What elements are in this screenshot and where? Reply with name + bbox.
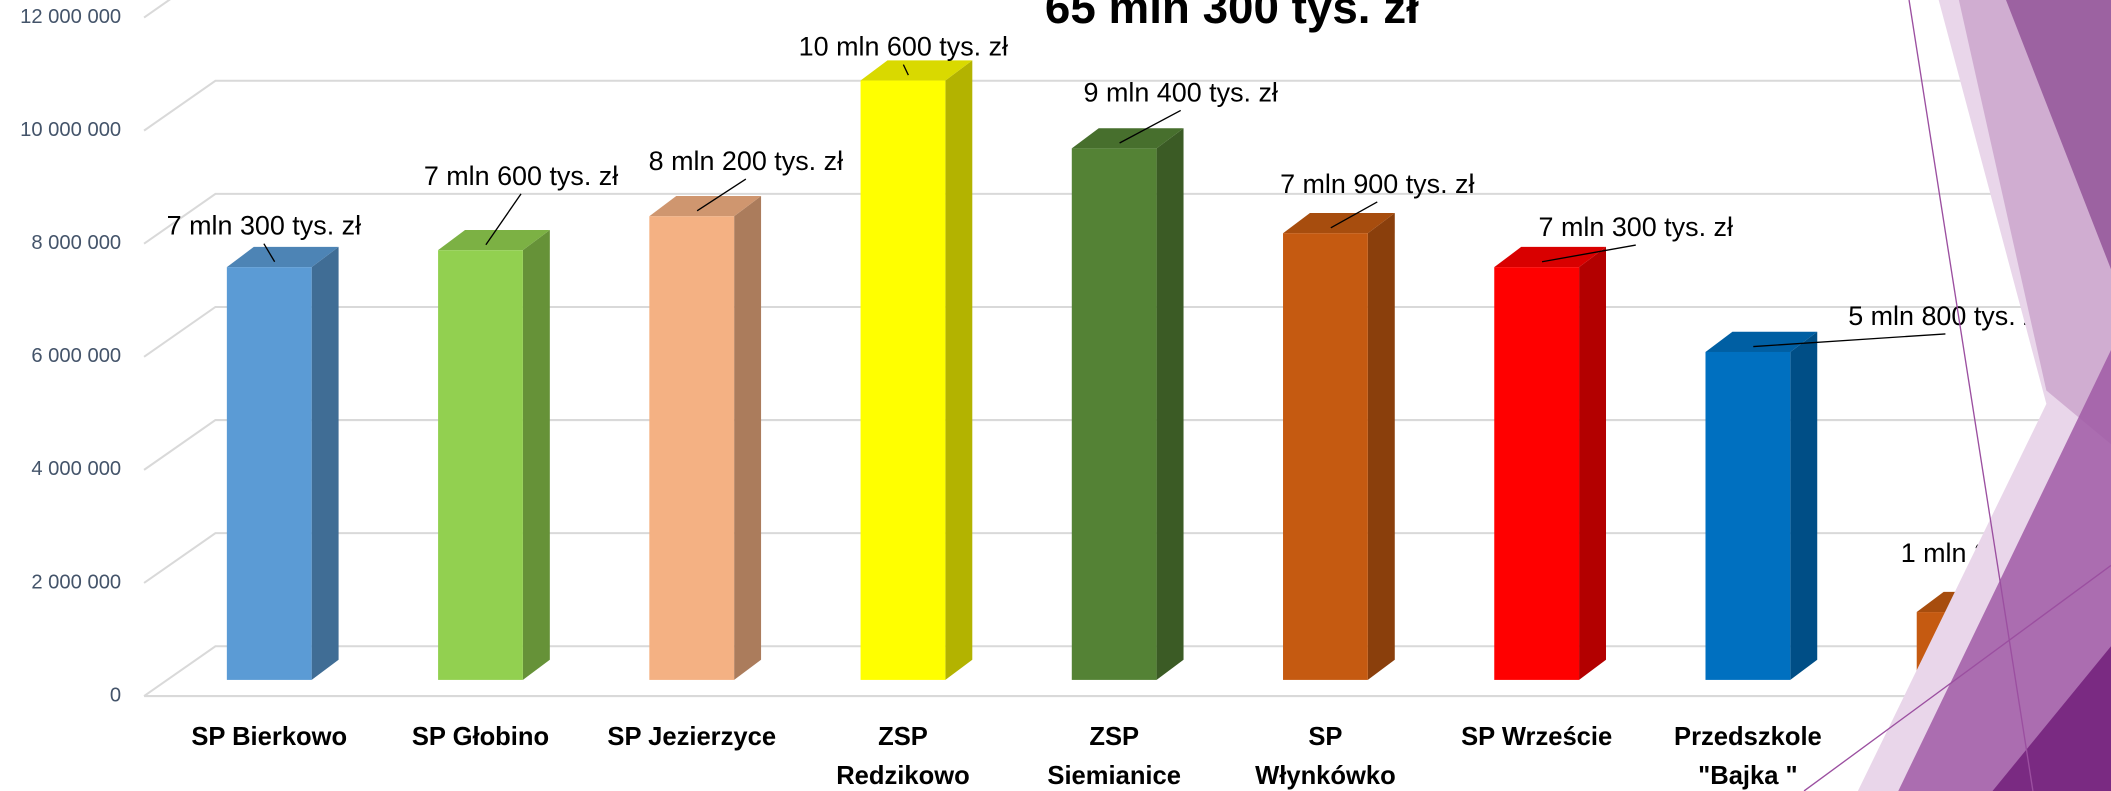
bar-side xyxy=(1790,331,1818,680)
bar-side xyxy=(311,246,339,680)
grid-line xyxy=(143,532,2111,584)
value-label: 7 mln 600 tys. zł xyxy=(424,161,618,191)
bar-side xyxy=(1156,128,1184,680)
leader-line xyxy=(1541,244,1636,263)
y-tick-label: 0 xyxy=(110,684,121,706)
bar-side xyxy=(522,229,550,680)
y-tick-label: 2 000 000 xyxy=(31,571,121,593)
bar-front xyxy=(1494,267,1580,680)
bar xyxy=(438,229,550,680)
y-tick-label: 8 000 000 xyxy=(31,232,121,254)
leader-line xyxy=(1753,333,1946,348)
bar xyxy=(1494,246,1607,680)
bar-top xyxy=(1705,331,1818,352)
bar xyxy=(1283,213,1395,680)
grid-line xyxy=(143,192,2111,245)
y-tick-label: 10 000 000 xyxy=(20,119,121,141)
x-tick-label: ZSP Redzikowo xyxy=(836,723,970,790)
x-tick-label: ZSP Siemianice xyxy=(1047,723,1181,790)
bar-front xyxy=(1283,233,1368,680)
x-tick-label: SP Włynkówko xyxy=(1255,723,1396,790)
leader-line xyxy=(485,193,522,246)
grid-line xyxy=(143,419,2111,471)
bar xyxy=(649,196,762,680)
bar-top xyxy=(1494,246,1607,268)
value-label: 7 mln 900 tys. zł xyxy=(1280,169,1474,199)
bar xyxy=(860,60,973,680)
bar xyxy=(226,246,339,680)
leader-line xyxy=(902,64,909,76)
grid-line xyxy=(143,305,2111,358)
x-tick-label: SP Bierkowo xyxy=(191,723,347,751)
x-tick-label: Przedszkole "Bajka " xyxy=(1674,723,1822,790)
value-label: 7 mln 300 tys. zł xyxy=(167,211,361,241)
leader-line xyxy=(696,178,747,212)
bar-side xyxy=(734,196,762,680)
bar-top xyxy=(438,229,550,251)
bar-front xyxy=(860,80,946,680)
value-label: 10 mln 600 tys. zł xyxy=(799,32,1008,62)
bar-front xyxy=(438,250,523,680)
value-label: 7 mln 300 tys. zł xyxy=(1539,212,1733,242)
y-tick-label: 6 000 000 xyxy=(31,345,121,367)
grid-line xyxy=(143,79,2111,132)
grid-line xyxy=(143,0,171,19)
bar-front xyxy=(1705,351,1791,680)
bar-top xyxy=(226,246,339,268)
grid-line xyxy=(143,645,2111,697)
bar-front xyxy=(226,267,312,680)
value-label: 9 mln 400 tys. zł xyxy=(1084,77,1278,107)
bar xyxy=(1705,331,1818,680)
leader-line xyxy=(1330,201,1378,229)
leader-line xyxy=(263,243,276,263)
decoration xyxy=(1803,0,2111,791)
bar-front xyxy=(1071,148,1157,680)
bar xyxy=(1071,128,1184,680)
bar-front xyxy=(649,216,735,680)
chart-title: 65 mln 300 tys. zł xyxy=(1045,0,1419,33)
bar-side xyxy=(1367,213,1395,680)
leader-line xyxy=(1119,109,1182,144)
bar-side xyxy=(1579,246,1607,680)
y-tick-label: 4 000 000 xyxy=(31,458,121,480)
value-label: 8 mln 200 tys. zł xyxy=(649,146,843,176)
x-tick-label: SP Wrzeście xyxy=(1461,723,1612,751)
value-label: 5 mln 800 tys. zł xyxy=(1848,301,2042,331)
x-tick-label: SP Głobino xyxy=(412,723,549,751)
x-tick-label: SP Jezierzyce xyxy=(607,723,776,751)
y-tick-label: 12 000 000 xyxy=(20,6,121,28)
bar-side xyxy=(945,60,973,680)
bar-top xyxy=(860,60,973,81)
